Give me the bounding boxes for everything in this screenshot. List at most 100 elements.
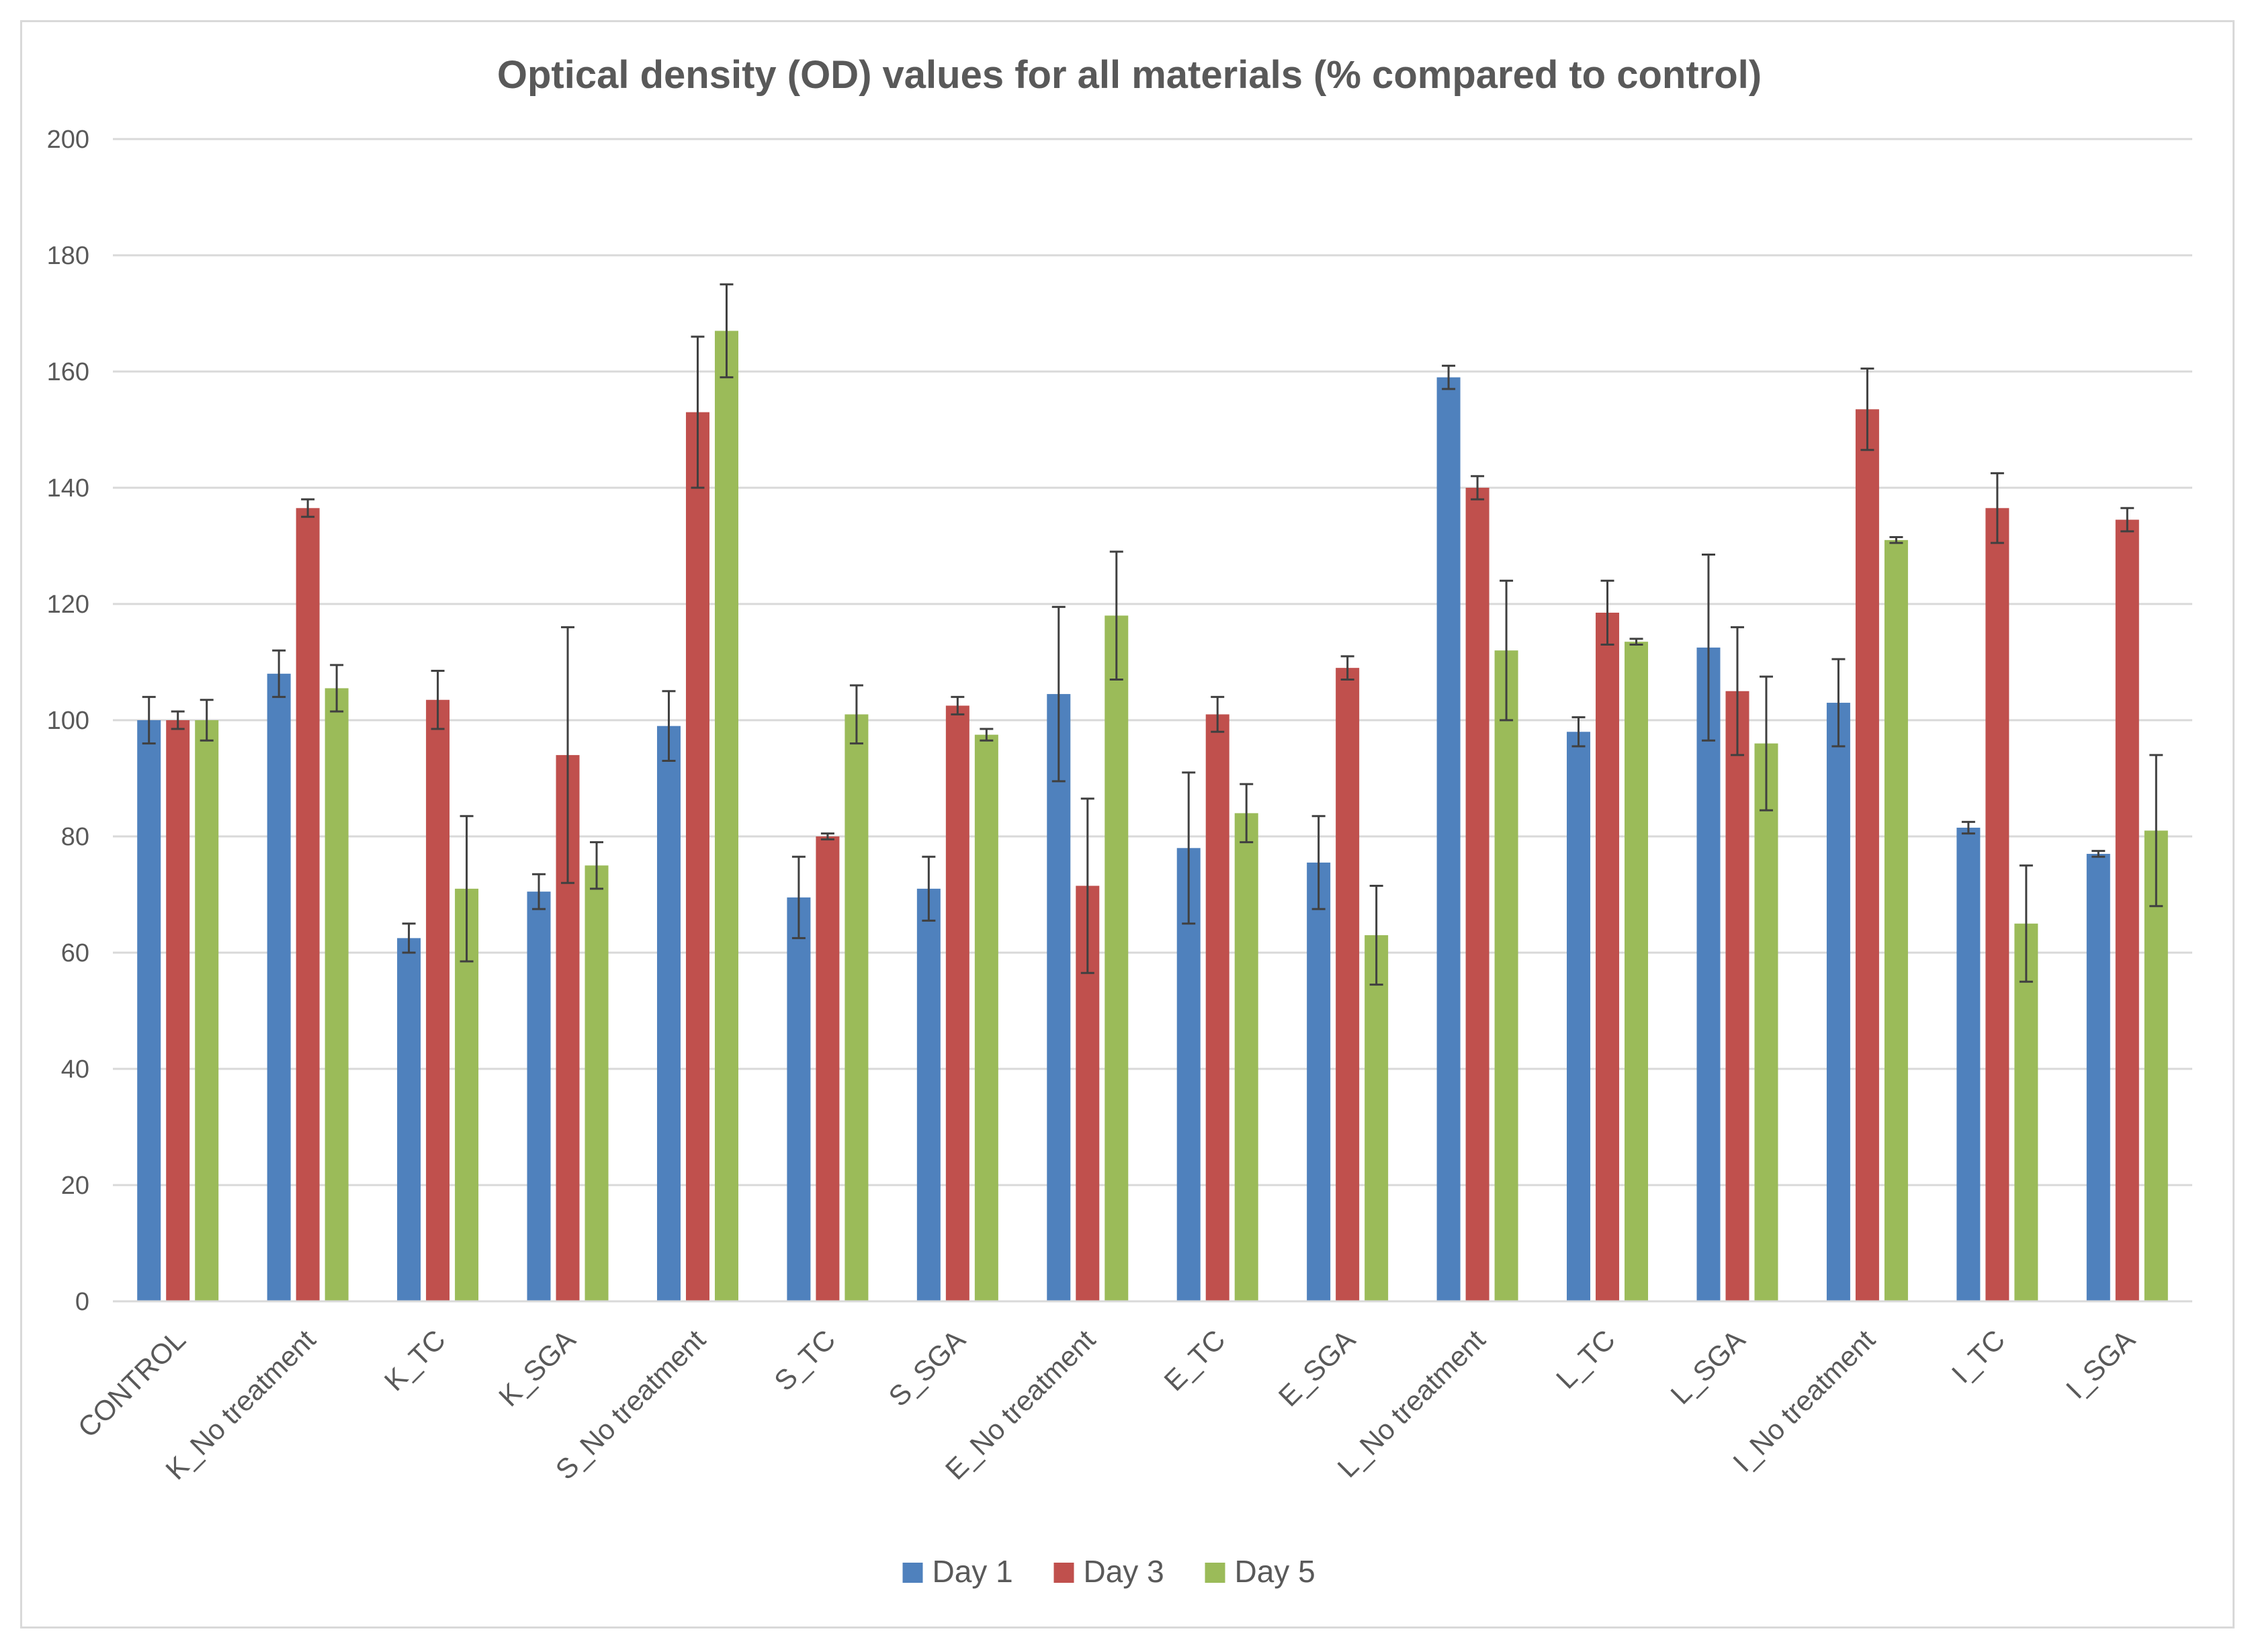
bar-day-5 — [2144, 830, 2168, 1301]
error-bar — [1629, 638, 1643, 646]
legend-label: Day 1 — [933, 1554, 1013, 1589]
error-bar — [142, 695, 156, 745]
y-tick-label: 40 — [61, 1055, 89, 1084]
error-bar — [1500, 579, 1514, 722]
error-bar — [402, 922, 416, 954]
error-bar — [460, 815, 474, 963]
bar-day-5 — [1105, 615, 1129, 1301]
bar-day-5 — [1884, 539, 1908, 1301]
error-bar — [1442, 364, 1456, 390]
y-tick-label: 120 — [47, 591, 89, 619]
error-bar — [1340, 655, 1354, 681]
error-bar — [1889, 536, 1903, 544]
y-axis-tick-labels: 0 20 40 60 80 100 120 140 160 180 200 — [47, 126, 89, 1316]
bar-day-1 — [397, 938, 421, 1301]
error-bar — [2019, 864, 2033, 983]
error-bar — [1759, 675, 1773, 812]
bar-day-5 — [1625, 642, 1649, 1301]
error-bar — [1240, 783, 1254, 844]
x-category-label: K_SGA — [492, 1323, 581, 1412]
bar-day-1 — [787, 897, 811, 1301]
bar-day-5 — [2014, 923, 2038, 1301]
x-category-label: S_SGA — [882, 1323, 971, 1412]
bar-day-1 — [1567, 732, 1591, 1301]
y-tick-label: 200 — [47, 126, 89, 154]
x-category-label: E_SGA — [1272, 1323, 1361, 1412]
error-bar — [1571, 716, 1586, 748]
bar-day-5 — [325, 688, 349, 1301]
bar-day-5 — [974, 734, 998, 1301]
error-bar — [1831, 658, 1846, 748]
chart-frame: Optical density (OD) values for all mate… — [20, 20, 2235, 1628]
bar-day-1 — [137, 720, 161, 1301]
error-bar — [1961, 820, 1975, 835]
bar-chart: Optical density (OD) values for all mate… — [47, 53, 2192, 1589]
error-bar — [2091, 850, 2106, 858]
error-bar — [1471, 475, 1485, 501]
legend-swatch — [902, 1563, 923, 1583]
bar-day-1 — [1826, 703, 1850, 1301]
error-bar — [791, 855, 806, 939]
legend-item: Day 3 — [1053, 1554, 1164, 1589]
y-tick-label: 0 — [75, 1288, 89, 1316]
bar-day-5 — [845, 714, 869, 1301]
error-bar — [301, 498, 315, 518]
y-tick-label: 140 — [47, 474, 89, 503]
error-bar — [2120, 507, 2134, 533]
error-bar — [1211, 695, 1225, 733]
y-tick-label: 160 — [47, 358, 89, 386]
legend-label: Day 3 — [1084, 1554, 1164, 1589]
bar-day-3 — [685, 412, 709, 1301]
x-category-label: I_TC — [1946, 1323, 2012, 1389]
y-tick-label: 180 — [47, 242, 89, 270]
error-bar — [691, 335, 705, 489]
legend-swatch — [1053, 1563, 1074, 1583]
x-category-label: L_SGA — [1664, 1323, 1751, 1410]
error-bar — [922, 855, 936, 922]
error-bar — [1109, 550, 1123, 681]
error-bar — [980, 728, 994, 742]
bar-day-3 — [816, 836, 840, 1301]
bar-day-1 — [1956, 828, 1981, 1301]
bar-day-3 — [1985, 508, 2009, 1301]
error-bar — [1051, 605, 1066, 783]
bar-day-5 — [714, 331, 738, 1302]
y-tick-label: 20 — [61, 1172, 89, 1200]
bar-day-3 — [945, 705, 969, 1301]
bar-day-3 — [1205, 714, 1229, 1301]
legend-swatch — [1205, 1563, 1225, 1583]
error-bar — [2149, 754, 2163, 908]
x-category-label: K_TC — [378, 1323, 451, 1397]
bar-day-1 — [2086, 853, 2110, 1301]
error-bar — [1369, 885, 1383, 986]
error-bar — [561, 626, 575, 884]
bar-day-3 — [1596, 612, 1620, 1301]
error-bar — [532, 873, 546, 910]
error-bar — [1080, 797, 1094, 974]
y-tick-label: 60 — [61, 939, 89, 967]
error-bar — [1730, 626, 1744, 756]
error-bar — [1182, 771, 1196, 925]
error-bar — [272, 649, 286, 698]
bar-day-5 — [195, 720, 219, 1301]
error-bar — [431, 669, 445, 730]
bar-day-3 — [166, 720, 190, 1301]
bar-day-3 — [1336, 668, 1360, 1301]
bar-day-1 — [1307, 862, 1331, 1301]
bar-day-3 — [1465, 488, 1489, 1301]
chart-title: Optical density (OD) values for all mate… — [497, 53, 1762, 97]
bar-day-3 — [1725, 691, 1749, 1301]
error-bar — [330, 664, 344, 713]
legend-item: Day 5 — [1205, 1554, 1315, 1589]
bar-day-3 — [426, 699, 450, 1301]
bar-day-1 — [656, 726, 681, 1301]
error-bar — [849, 684, 863, 745]
bar-day-1 — [916, 888, 941, 1301]
bar-day-5 — [585, 865, 609, 1301]
x-category-label: E_TC — [1158, 1323, 1231, 1397]
error-bar — [1600, 579, 1614, 646]
error-bar — [200, 699, 214, 742]
error-bar — [720, 283, 734, 379]
legend-item: Day 1 — [902, 1554, 1013, 1589]
y-tick-label: 100 — [47, 707, 89, 735]
